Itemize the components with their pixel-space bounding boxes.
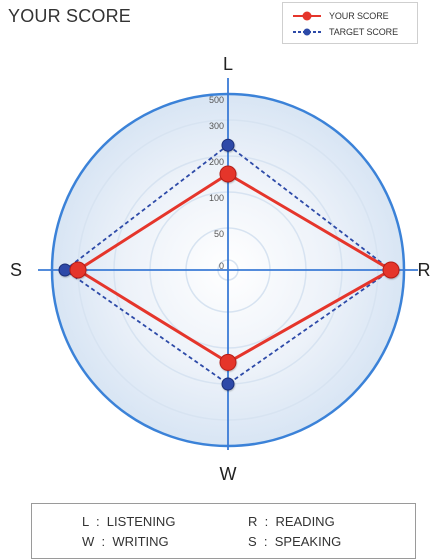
your-score-point-w xyxy=(219,353,237,371)
your-score-point-r xyxy=(382,261,400,279)
axis-label-w: W xyxy=(220,464,237,484)
abbreviation-key: L : LISTENING R : READING W : WRITING S … xyxy=(31,503,416,559)
legend-item-target-score: TARGET SCORE xyxy=(291,24,398,40)
chart-legend: YOUR SCORE TARGET SCORE xyxy=(282,2,418,44)
abbr-writing: W : WRITING xyxy=(82,534,169,549)
ring-tick-label: 50 xyxy=(214,229,224,239)
axis-label-s: S xyxy=(10,260,22,280)
target-score-legend-icon xyxy=(293,28,321,36)
target-score-polygon xyxy=(64,144,392,385)
radar-series xyxy=(58,138,400,391)
ring-tick-label: 200 xyxy=(209,157,224,167)
target-score-point-s xyxy=(58,263,72,277)
ring-tick-label: 300 xyxy=(209,121,224,131)
your-score-point-l xyxy=(219,165,237,183)
ring-tick-label: 100 xyxy=(209,193,224,203)
axis-label-r: R xyxy=(418,260,431,280)
legend-item-your-score: YOUR SCORE xyxy=(291,8,389,24)
axis-label-l: L xyxy=(223,54,233,74)
target-score-point-w xyxy=(221,377,235,391)
ring-tick-label: 500 xyxy=(209,95,224,105)
target-score-point-l xyxy=(221,138,235,152)
your-score-point-s xyxy=(69,261,87,279)
legend-label-your-score: YOUR SCORE xyxy=(329,11,389,21)
abbr-listening: L : LISTENING xyxy=(82,514,176,529)
abbr-speaking: S : SPEAKING xyxy=(248,534,342,549)
page-title: YOUR SCORE xyxy=(8,6,132,26)
ring-tick-label: 0 xyxy=(219,261,224,271)
legend-label-target-score: TARGET SCORE xyxy=(329,27,398,37)
your-score-legend-icon xyxy=(293,11,321,21)
abbr-reading: R : READING xyxy=(248,514,335,529)
